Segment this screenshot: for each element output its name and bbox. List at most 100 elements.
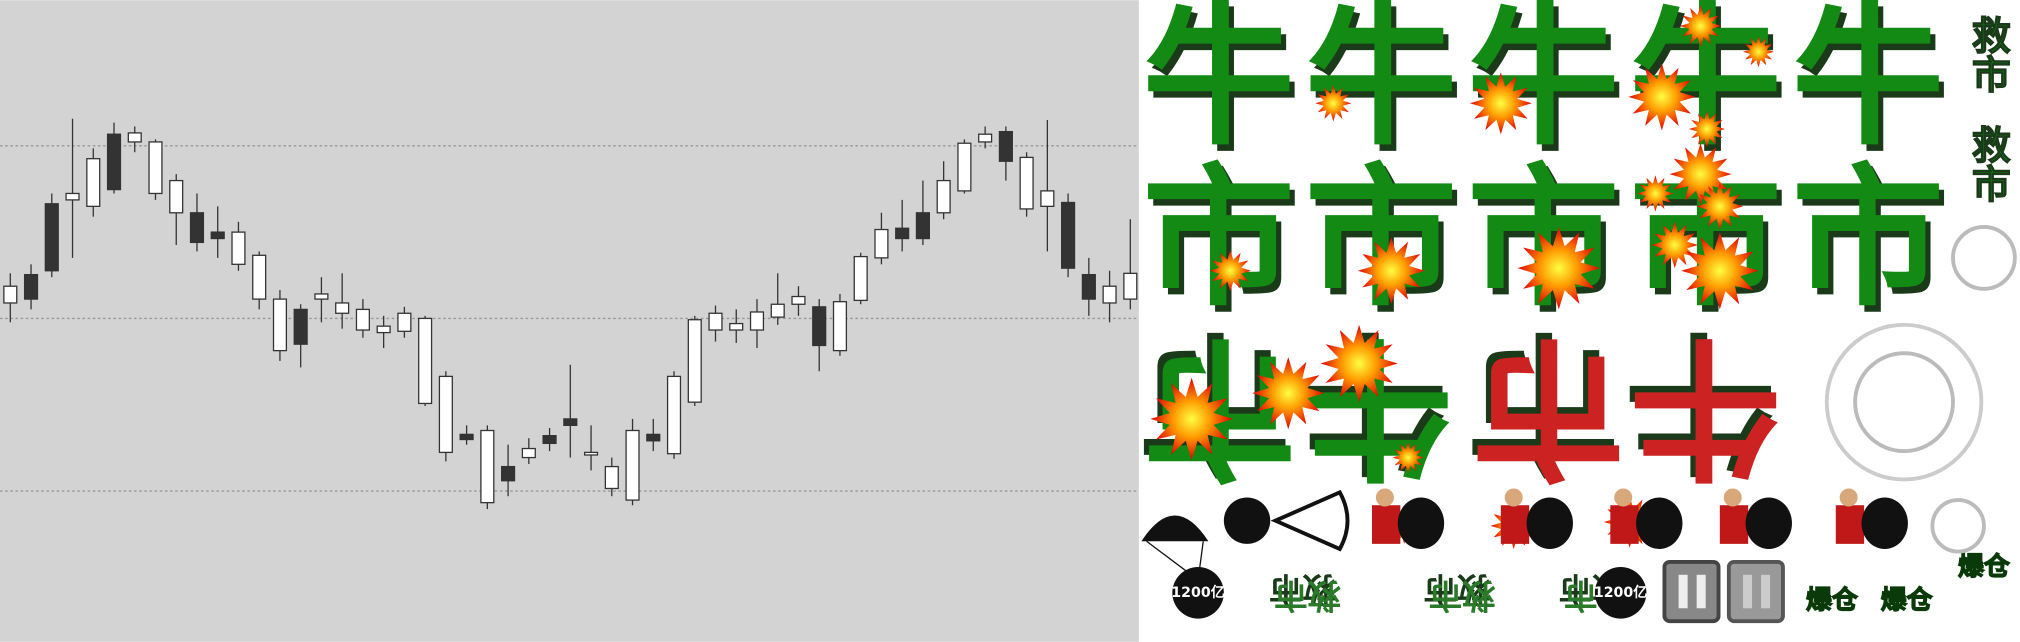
candle-body xyxy=(355,308,370,331)
candle-body xyxy=(749,311,765,331)
person xyxy=(1719,505,1749,544)
candle-body xyxy=(791,295,806,305)
candle-body xyxy=(272,298,288,352)
candle-body xyxy=(169,179,184,214)
candle-body xyxy=(646,433,661,442)
candle-body xyxy=(335,302,350,314)
bear xyxy=(1397,497,1445,550)
text-shadow: 救市 xyxy=(1269,569,1336,608)
text-main: 牛 xyxy=(1792,0,1944,166)
text-main: 救市 xyxy=(1429,576,1496,615)
sprite-text: 牛市牛市 xyxy=(1467,311,1781,494)
bear xyxy=(1636,497,1683,550)
pause-bar xyxy=(1696,574,1706,609)
bomb xyxy=(1172,567,1224,619)
candle-body xyxy=(501,465,516,482)
bomb-label: 1200亿 xyxy=(1171,584,1225,601)
person xyxy=(1835,505,1865,544)
burst-label: 爆仓 xyxy=(1806,585,1858,616)
candlestick-decoration xyxy=(0,118,1139,510)
candle-body xyxy=(708,312,723,331)
candle-body xyxy=(65,192,80,201)
text-main: 市 xyxy=(1792,150,1944,327)
text-shadow: 牛 xyxy=(1310,0,1462,172)
parachute xyxy=(1270,489,1350,552)
candle-body xyxy=(832,301,848,352)
pause-bar xyxy=(1678,574,1688,609)
chart-background xyxy=(0,0,1139,642)
candle-body xyxy=(1123,272,1138,300)
explosion xyxy=(1681,232,1759,310)
text-shadow: 市 xyxy=(1148,156,1300,333)
person-head xyxy=(1614,488,1633,507)
bomb xyxy=(1223,497,1271,544)
burst-label: 爆仓 xyxy=(1958,551,2010,582)
smoke xyxy=(1930,498,1986,554)
candle-body xyxy=(936,179,951,214)
explosion xyxy=(1679,5,1722,47)
explosion xyxy=(1209,250,1251,292)
text-main: 市 xyxy=(1143,150,1295,327)
explosion xyxy=(1150,377,1233,461)
candle-body xyxy=(459,433,474,441)
candle-body xyxy=(252,254,267,300)
pause-button xyxy=(1662,559,1721,624)
candle-body xyxy=(293,308,308,345)
candle-body xyxy=(127,132,142,143)
smoke xyxy=(1824,322,1984,482)
explosion xyxy=(1637,175,1674,212)
candle-body xyxy=(376,325,391,334)
explosion xyxy=(1696,183,1744,230)
candle-body xyxy=(3,285,18,304)
candle-body xyxy=(44,203,59,272)
bear xyxy=(1745,497,1792,550)
candle-body xyxy=(625,429,640,501)
pause-button xyxy=(1726,559,1785,624)
sprites: 牛牛牛牛牛牛牛牛牛牛市市市市市市市市市市牛市牛市牛市牛市救市救市救市救市救市救市… xyxy=(1139,0,2011,619)
parachute xyxy=(1141,515,1209,542)
bear xyxy=(1861,497,1908,550)
pause-bar xyxy=(1761,574,1771,609)
props xyxy=(1141,225,2017,624)
pause-bar xyxy=(1743,574,1753,609)
sprite-text: 牛牛 xyxy=(1792,0,1949,172)
candle-body xyxy=(210,231,225,240)
text-main: 市 xyxy=(1305,150,1457,327)
candle-body xyxy=(853,255,868,302)
candle-body xyxy=(480,429,495,504)
candle-body xyxy=(86,158,101,207)
person xyxy=(1500,505,1530,544)
candle-body xyxy=(231,231,246,265)
candle-body xyxy=(812,306,827,347)
candle-body xyxy=(148,141,163,195)
person xyxy=(1610,505,1639,544)
text-main: 牛 xyxy=(1305,0,1457,166)
burst-label: 爆仓 xyxy=(1881,585,1933,616)
sprite-text: 市市 xyxy=(1143,150,1300,333)
explosion xyxy=(1392,442,1424,474)
sprite-text: 牛牛 xyxy=(1143,0,1300,172)
candle-body xyxy=(895,227,910,240)
candle-body xyxy=(729,322,744,331)
parachute-string xyxy=(1197,541,1204,581)
text-main: 救市 xyxy=(1965,125,2010,203)
candle-body xyxy=(666,375,682,455)
sprite-text: 市市 xyxy=(1792,150,1949,333)
candle-body xyxy=(106,133,122,191)
person-head xyxy=(1723,488,1742,507)
explosion xyxy=(1628,63,1696,131)
person-head xyxy=(1839,488,1858,507)
candle-body xyxy=(874,228,889,259)
parachute-string xyxy=(1146,540,1199,581)
candle-body xyxy=(521,447,536,459)
candle-body xyxy=(998,130,1013,162)
bomb xyxy=(1594,567,1647,619)
candle-body xyxy=(314,293,329,300)
smoke xyxy=(1951,225,2017,291)
bear xyxy=(1526,497,1573,550)
smoke xyxy=(1853,351,1955,454)
explosion xyxy=(1357,237,1425,305)
candle-body xyxy=(1061,201,1076,269)
